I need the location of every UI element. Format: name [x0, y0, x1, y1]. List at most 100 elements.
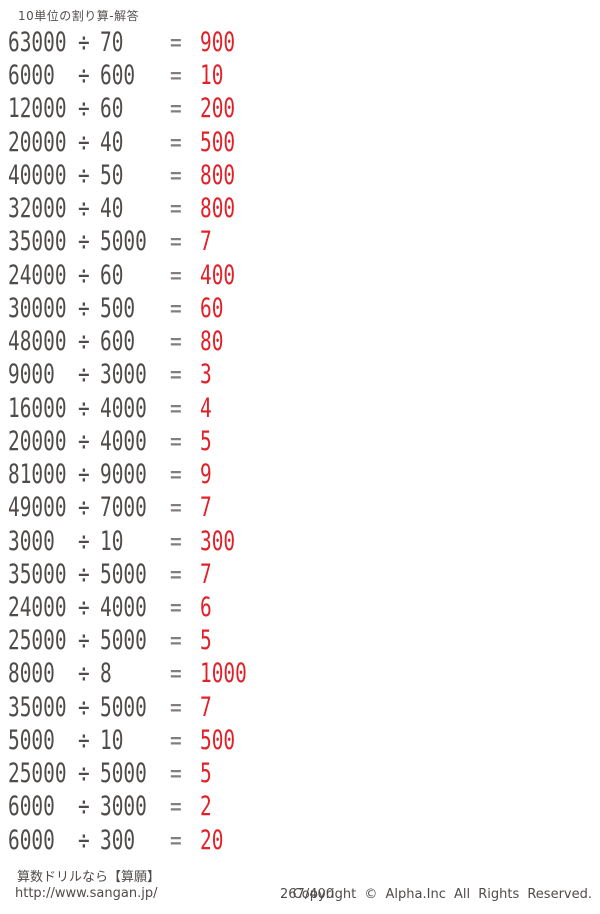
answer-value: 7	[200, 691, 212, 723]
equals-sign: =	[170, 824, 182, 856]
problem-row: 32000 ÷ 40 = 800	[8, 192, 290, 225]
division-operator: ÷	[78, 27, 90, 58]
answer-value: 900	[200, 27, 236, 58]
problem-row: 48000 ÷ 600 = 80	[8, 325, 290, 358]
answer-value: 9	[200, 459, 212, 491]
division-operator: ÷	[78, 791, 90, 823]
problem-row: 40000 ÷ 50 = 800	[8, 159, 290, 192]
divisor-value: 300	[100, 824, 136, 856]
division-operator: ÷	[78, 392, 90, 424]
divisor-value: 50	[100, 159, 124, 191]
dividend-value: 24000	[8, 259, 67, 291]
divisor-value: 4000	[100, 591, 147, 623]
dividend-value: 6000	[8, 60, 55, 92]
equals-sign: =	[170, 93, 182, 125]
division-operator: ÷	[78, 326, 90, 358]
divisor-value: 60	[100, 259, 124, 291]
division-operator: ÷	[78, 193, 90, 225]
problem-row: 63000 ÷ 70 = 900	[8, 26, 290, 59]
problem-row: 30000 ÷ 500 = 60	[8, 292, 290, 325]
problem-row: 24000 ÷ 4000 = 6	[8, 591, 290, 624]
divisor-value: 4000	[100, 425, 147, 457]
problem-row: 5000 ÷ 10 = 500	[8, 724, 290, 757]
answer-value: 1000	[200, 658, 247, 690]
answer-value: 7	[200, 226, 212, 258]
equals-sign: =	[170, 758, 182, 790]
answer-value: 6	[200, 591, 212, 623]
answer-value: 20	[200, 824, 224, 856]
equals-sign: =	[170, 392, 182, 424]
equals-sign: =	[170, 259, 182, 291]
division-operator: ÷	[78, 758, 90, 790]
dividend-value: 35000	[8, 226, 67, 258]
equals-sign: =	[170, 326, 182, 358]
dividend-value: 20000	[8, 425, 67, 457]
problem-row: 35000 ÷ 5000 = 7	[8, 691, 290, 724]
equals-sign: =	[170, 492, 182, 524]
divisor-value: 7000	[100, 492, 147, 524]
division-operator: ÷	[78, 60, 90, 92]
answer-value: 800	[200, 159, 236, 191]
dividend-value: 32000	[8, 193, 67, 225]
answer-value: 200	[200, 93, 236, 125]
answer-value: 500	[200, 126, 236, 158]
answer-value: 5	[200, 625, 212, 657]
dividend-value: 25000	[8, 625, 67, 657]
divisor-value: 3000	[100, 791, 147, 823]
answer-value: 800	[200, 193, 236, 225]
problem-row: 20000 ÷ 4000 = 5	[8, 425, 290, 458]
equals-sign: =	[170, 658, 182, 690]
dividend-value: 20000	[8, 126, 67, 158]
answer-value: 2	[200, 791, 212, 823]
answer-value: 500	[200, 724, 236, 756]
division-operator: ÷	[78, 625, 90, 657]
answer-value: 3	[200, 359, 212, 391]
problems-list: 63000 ÷ 70 = 900 6000 ÷ 600 = 10 12000 ÷…	[8, 26, 290, 857]
divisor-value: 3000	[100, 359, 147, 391]
division-operator: ÷	[78, 259, 90, 291]
dividend-value: 8000	[8, 658, 55, 690]
division-operator: ÷	[78, 459, 90, 491]
answer-value: 80	[200, 326, 224, 358]
division-operator: ÷	[78, 591, 90, 623]
division-operator: ÷	[78, 226, 90, 258]
problem-row: 6000 ÷ 3000 = 2	[8, 790, 290, 823]
problem-row: 25000 ÷ 5000 = 5	[8, 757, 290, 790]
footer-copyright-text: Copyright © Alpha.Inc All Rights Reserve…	[292, 887, 592, 902]
equals-sign: =	[170, 625, 182, 657]
division-operator: ÷	[78, 93, 90, 125]
divisor-value: 10	[100, 724, 124, 756]
page-title: 10単位の割り算-解答	[18, 9, 140, 23]
equals-sign: =	[170, 359, 182, 391]
dividend-value: 6000	[8, 791, 55, 823]
divisor-value: 60	[100, 93, 124, 125]
footer-page-counter: 267/400	[280, 887, 335, 902]
divisor-value: 600	[100, 326, 136, 358]
equals-sign: =	[170, 27, 182, 58]
dividend-value: 35000	[8, 691, 67, 723]
dividend-value: 24000	[8, 591, 67, 623]
divisor-value: 5000	[100, 625, 147, 657]
dividend-value: 25000	[8, 758, 67, 790]
problem-row: 35000 ÷ 5000 = 7	[8, 558, 290, 591]
answer-value: 400	[200, 259, 236, 291]
equals-sign: =	[170, 791, 182, 823]
divisor-value: 40	[100, 126, 124, 158]
answer-value: 60	[200, 292, 224, 324]
division-operator: ÷	[78, 126, 90, 158]
divisor-value: 600	[100, 60, 136, 92]
divisor-value: 10	[100, 525, 124, 557]
divisor-value: 5000	[100, 691, 147, 723]
answer-value: 7	[200, 492, 212, 524]
equals-sign: =	[170, 591, 182, 623]
divisor-value: 5000	[100, 758, 147, 790]
dividend-value: 3000	[8, 525, 55, 557]
division-operator: ÷	[78, 558, 90, 590]
dividend-value: 16000	[8, 392, 67, 424]
equals-sign: =	[170, 724, 182, 756]
equals-sign: =	[170, 226, 182, 258]
answer-value: 7	[200, 558, 212, 590]
division-operator: ÷	[78, 824, 90, 856]
dividend-value: 35000	[8, 558, 67, 590]
dividend-value: 40000	[8, 159, 67, 191]
